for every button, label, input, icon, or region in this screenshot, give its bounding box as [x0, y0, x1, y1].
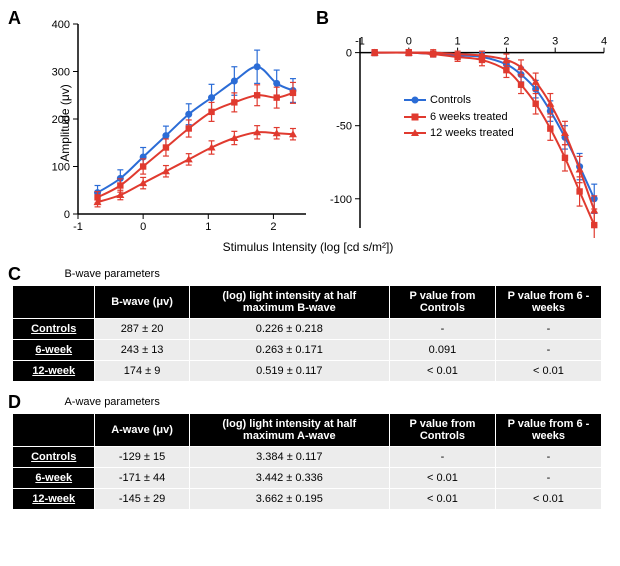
table-cell: 243 ± 13: [95, 340, 189, 361]
table-cell: 0.519 ± 0.117: [189, 361, 389, 382]
table-cell: 0.091: [389, 340, 495, 361]
panel-a: A Amplitude (μv) -10120100200300400: [8, 8, 308, 238]
svg-text:-1: -1: [73, 221, 83, 233]
panel-a-chart: -10120100200300400: [32, 8, 312, 238]
svg-text:0: 0: [140, 221, 146, 233]
svg-text:400: 400: [52, 19, 70, 31]
table-header: [13, 286, 95, 319]
legend-12weeks: 12 weeks treated: [404, 125, 514, 142]
table-header: B-wave (μv): [95, 286, 189, 319]
svg-text:4: 4: [601, 36, 607, 48]
table-cell: -: [495, 319, 601, 340]
table-header: (log) light intensity at half maximum A-…: [189, 414, 389, 447]
panel-a-ylabel: Amplitude (μv): [58, 84, 72, 162]
svg-text:0: 0: [64, 209, 70, 221]
figure: A Amplitude (μv) -10120100200300400 B -1…: [8, 8, 612, 510]
table-header: P value from 6 -weeks: [495, 414, 601, 447]
table-rowhead: 12-week: [13, 489, 95, 510]
panel-a-label: A: [8, 8, 21, 29]
table-rowhead: 12-week: [13, 361, 95, 382]
svg-text:2: 2: [270, 221, 276, 233]
svg-text:300: 300: [52, 67, 70, 79]
table-header: P value from Controls: [389, 414, 495, 447]
table-cell: < 0.01: [389, 361, 495, 382]
table-rowhead: Controls: [13, 447, 95, 468]
table-cell: -171 ± 44: [95, 468, 189, 489]
panel-b: B -1012340-50-100 Controls 6 weeks treat…: [312, 8, 612, 238]
panel-b-label: B: [316, 8, 329, 29]
table-header: A-wave (μv): [95, 414, 189, 447]
triangle-icon: [404, 128, 426, 138]
svg-text:-100: -100: [330, 194, 352, 206]
table-cell: < 0.01: [389, 489, 495, 510]
svg-text:3: 3: [552, 36, 558, 48]
table-cell: -: [389, 447, 495, 468]
table-cell: 0.226 ± 0.218: [189, 319, 389, 340]
svg-text:0: 0: [346, 48, 352, 60]
x-axis-label: Stimulus Intensity (log [cd s/m²]): [8, 240, 608, 254]
panel-c-label: C: [8, 264, 32, 285]
table-d-title: A-wave parameters: [64, 396, 159, 408]
legend-controls: Controls: [404, 92, 514, 109]
table-header: P value from Controls: [389, 286, 495, 319]
svg-text:-50: -50: [336, 121, 352, 133]
table-d-section: D A-wave parameters A-wave (μv)(log) lig…: [8, 392, 612, 510]
table-cell: < 0.01: [389, 468, 495, 489]
svg-text:100: 100: [52, 162, 70, 174]
table-rowhead: Controls: [13, 319, 95, 340]
table-cell: -145 ± 29: [95, 489, 189, 510]
square-icon: [404, 112, 426, 122]
table-cell: -: [495, 447, 601, 468]
table-cell: 0.263 ± 0.171: [189, 340, 389, 361]
legend-6weeks: 6 weeks treated: [404, 109, 514, 126]
circle-icon: [404, 95, 426, 105]
table-cell: -: [495, 340, 601, 361]
table-rowhead: 6-week: [13, 340, 95, 361]
table-header: [13, 414, 95, 447]
table-cell: < 0.01: [495, 361, 601, 382]
svg-text:2: 2: [503, 36, 509, 48]
legend-6weeks-label: 6 weeks treated: [430, 109, 508, 126]
x-axis-label-text: Stimulus Intensity (log [cd s/m²]): [223, 240, 394, 254]
table-header: (log) light intensity at half maximum B-…: [189, 286, 389, 319]
table-cell: < 0.01: [495, 489, 601, 510]
svg-text:0: 0: [406, 36, 412, 48]
svg-text:1: 1: [205, 221, 211, 233]
table-cell: 3.442 ± 0.336: [189, 468, 389, 489]
legend-12weeks-label: 12 weeks treated: [430, 125, 514, 142]
svg-text:-1: -1: [355, 36, 365, 48]
table-cell: 3.662 ± 0.195: [189, 489, 389, 510]
table-cell: -: [389, 319, 495, 340]
panel-d-label: D: [8, 392, 32, 413]
table-c: B-wave (μv)(log) light intensity at half…: [12, 285, 602, 382]
svg-text:1: 1: [455, 36, 461, 48]
table-header: P value from 6 -weeks: [495, 286, 601, 319]
table-cell: -129 ± 15: [95, 447, 189, 468]
table-c-title: B-wave parameters: [64, 268, 159, 280]
chart-row: A Amplitude (μv) -10120100200300400 B -1…: [8, 8, 612, 238]
table-d: A-wave (μv)(log) light intensity at half…: [12, 413, 602, 510]
table-c-section: C B-wave parameters B-wave (μv)(log) lig…: [8, 264, 612, 382]
legend-controls-label: Controls: [430, 92, 471, 109]
chart-legend: Controls 6 weeks treated 12 weeks treate…: [404, 92, 514, 142]
table-cell: 174 ± 9: [95, 361, 189, 382]
table-cell: 3.384 ± 0.117: [189, 447, 389, 468]
table-cell: 287 ± 20: [95, 319, 189, 340]
table-rowhead: 6-week: [13, 468, 95, 489]
table-cell: -: [495, 468, 601, 489]
